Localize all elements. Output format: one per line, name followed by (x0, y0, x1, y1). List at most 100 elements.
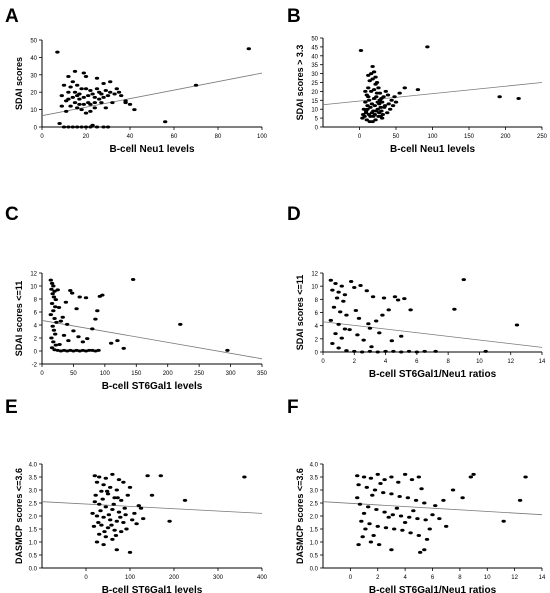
data-point (389, 475, 394, 479)
data-point (381, 95, 386, 99)
data-point (49, 302, 55, 306)
data-point (85, 337, 90, 341)
data-point (108, 485, 113, 489)
data-point (356, 483, 361, 487)
data-point (110, 537, 115, 541)
data-point (90, 123, 95, 127)
data-point (516, 97, 521, 101)
data-point (374, 95, 379, 99)
x-tick-label: 12 (507, 359, 514, 365)
x-tick-label: 100 (100, 371, 111, 377)
data-point (77, 97, 82, 101)
y-tick-label: 35 (311, 63, 318, 69)
data-point (246, 47, 251, 51)
y-tick-label: -2 (32, 363, 38, 369)
data-point (69, 291, 75, 295)
data-point (377, 331, 382, 335)
data-point (93, 493, 98, 497)
data-point (341, 299, 346, 303)
data-point (50, 292, 55, 296)
data-point (363, 527, 368, 531)
data-point (437, 517, 442, 521)
data-point (417, 550, 423, 554)
data-point (344, 313, 349, 317)
data-point (55, 50, 60, 54)
data-point (123, 101, 128, 105)
x-tick-label: 8 (446, 359, 450, 365)
data-point (92, 95, 98, 99)
data-point (336, 322, 341, 326)
data-point (389, 548, 394, 552)
data-point (97, 475, 102, 479)
data-point (390, 104, 396, 108)
y-tick-label: 1.5 (29, 528, 38, 534)
x-tick-label: 400 (257, 575, 268, 581)
data-point (372, 113, 378, 117)
data-point (122, 506, 127, 510)
y-tick-label: 2.0 (29, 515, 38, 521)
data-point (380, 313, 385, 317)
data-point (359, 350, 365, 354)
data-point (98, 509, 103, 513)
data-point (344, 349, 349, 353)
data-point (167, 519, 172, 523)
data-point (108, 90, 113, 94)
data-point (342, 293, 348, 297)
data-point (328, 278, 334, 282)
trend-line (41, 72, 263, 117)
y-tick-label: 1.0 (310, 541, 319, 547)
data-point (53, 305, 58, 309)
data-point (419, 487, 424, 491)
data-point (119, 498, 124, 502)
data-point (83, 296, 89, 300)
x-tick-label: 0 (321, 359, 325, 365)
data-point (90, 327, 95, 331)
data-point (342, 327, 348, 331)
data-point (356, 316, 362, 320)
data-point (367, 522, 372, 526)
panel-letter: E (5, 397, 18, 418)
data-point (416, 475, 422, 479)
data-point (353, 309, 359, 313)
data-point (118, 515, 123, 519)
data-point (72, 69, 78, 73)
y-tick-label: 1.5 (310, 528, 319, 534)
x-tick-label: 100 (125, 575, 136, 581)
data-point (373, 319, 379, 323)
data-point (339, 284, 344, 288)
data-point (378, 482, 383, 485)
data-point (338, 310, 343, 314)
data-point (149, 493, 155, 497)
y-tick-label: 1.0 (29, 541, 38, 547)
x-tick-label: 150 (464, 134, 475, 140)
panel-letter: B (287, 6, 301, 27)
x-tick-label: 2 (353, 359, 357, 365)
data-point (369, 102, 375, 106)
data-point (375, 472, 380, 476)
data-point (385, 111, 390, 115)
data-point (75, 83, 80, 87)
data-point (111, 502, 116, 506)
data-point (105, 125, 111, 129)
y-tick-label: 50 (30, 39, 37, 45)
data-point (99, 523, 104, 527)
x-tick-label: 50 (70, 371, 77, 377)
data-point (97, 532, 102, 536)
trend-line (41, 501, 263, 514)
data-point (119, 530, 124, 534)
data-point (408, 308, 413, 312)
data-point (96, 348, 101, 352)
x-tick-label: 10 (484, 575, 491, 581)
data-point (103, 476, 109, 480)
data-point (402, 297, 407, 301)
data-point (392, 95, 397, 99)
data-point (372, 104, 378, 108)
chart-panel-b: B 0 5 10 15 20 25 30 35 40 45 50 0 50 100 150 200 250 B-ce… (287, 6, 548, 155)
y-tick-label: 0.0 (310, 567, 319, 573)
data-point (443, 524, 449, 528)
data-point (374, 508, 379, 511)
data-point (48, 278, 53, 282)
data-point (68, 289, 73, 293)
x-tick-label: 100 (427, 134, 438, 140)
data-point (102, 530, 107, 534)
